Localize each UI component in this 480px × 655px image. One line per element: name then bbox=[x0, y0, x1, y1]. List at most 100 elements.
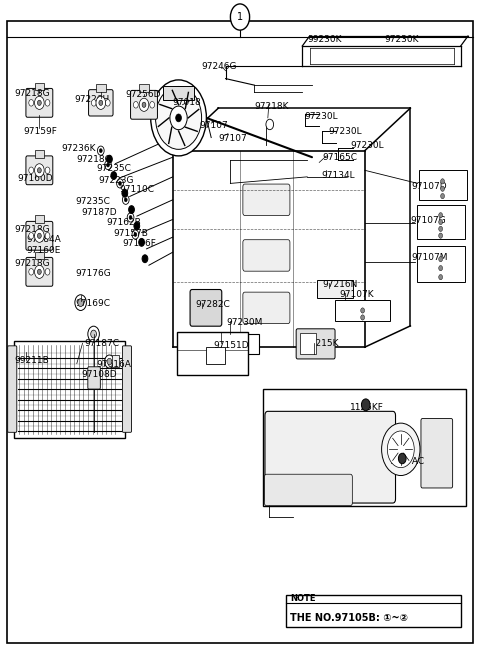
Text: 97107: 97107 bbox=[218, 134, 247, 143]
FancyBboxPatch shape bbox=[419, 170, 467, 200]
FancyBboxPatch shape bbox=[35, 252, 44, 259]
Circle shape bbox=[398, 453, 406, 464]
Circle shape bbox=[37, 168, 41, 173]
FancyBboxPatch shape bbox=[243, 184, 290, 215]
Text: 97218G: 97218G bbox=[14, 225, 50, 234]
Circle shape bbox=[129, 206, 134, 214]
Circle shape bbox=[29, 233, 34, 239]
Circle shape bbox=[99, 100, 103, 105]
Circle shape bbox=[119, 181, 121, 185]
Text: 97187D: 97187D bbox=[82, 208, 117, 217]
Circle shape bbox=[122, 195, 129, 204]
Text: THE NO.97105B: ①~②: THE NO.97105B: ①~② bbox=[290, 612, 408, 623]
Circle shape bbox=[132, 230, 139, 239]
Circle shape bbox=[139, 238, 144, 246]
FancyBboxPatch shape bbox=[139, 84, 149, 92]
FancyBboxPatch shape bbox=[131, 90, 157, 119]
Text: 97151D: 97151D bbox=[214, 341, 249, 350]
Circle shape bbox=[387, 431, 414, 468]
Text: 97165C: 97165C bbox=[323, 153, 358, 162]
Text: 97160D: 97160D bbox=[17, 174, 53, 183]
Text: 97230L: 97230L bbox=[350, 141, 384, 150]
Text: 97223G: 97223G bbox=[98, 176, 134, 185]
Text: 97235C: 97235C bbox=[76, 197, 111, 206]
FancyBboxPatch shape bbox=[317, 280, 353, 298]
Text: 99230K: 99230K bbox=[307, 35, 342, 44]
Circle shape bbox=[29, 167, 34, 174]
Circle shape bbox=[107, 155, 112, 163]
Circle shape bbox=[88, 326, 99, 342]
Circle shape bbox=[106, 100, 110, 106]
FancyBboxPatch shape bbox=[335, 300, 390, 321]
Text: 97218K: 97218K bbox=[254, 102, 289, 111]
Text: 97107: 97107 bbox=[199, 121, 228, 130]
Text: 97230K: 97230K bbox=[384, 35, 419, 44]
Text: 1: 1 bbox=[237, 12, 243, 22]
FancyBboxPatch shape bbox=[35, 150, 44, 158]
Circle shape bbox=[176, 114, 181, 122]
Circle shape bbox=[156, 86, 202, 149]
Circle shape bbox=[45, 269, 50, 275]
FancyBboxPatch shape bbox=[300, 333, 316, 354]
Circle shape bbox=[150, 102, 155, 108]
Circle shape bbox=[75, 295, 86, 310]
Text: 97108D: 97108D bbox=[82, 370, 117, 379]
Circle shape bbox=[35, 164, 44, 177]
Circle shape bbox=[129, 215, 132, 219]
FancyBboxPatch shape bbox=[190, 290, 222, 326]
FancyBboxPatch shape bbox=[96, 84, 106, 92]
Text: 97169C: 97169C bbox=[76, 299, 111, 308]
Text: 97230M: 97230M bbox=[227, 318, 263, 327]
Circle shape bbox=[139, 98, 149, 111]
Text: 97107M: 97107M bbox=[412, 253, 448, 262]
Circle shape bbox=[151, 80, 206, 156]
Circle shape bbox=[439, 213, 443, 218]
Circle shape bbox=[37, 269, 41, 274]
Text: 97107D: 97107D bbox=[412, 181, 447, 191]
Circle shape bbox=[439, 265, 443, 271]
Circle shape bbox=[382, 423, 420, 476]
Text: 97134L: 97134L bbox=[322, 171, 355, 180]
FancyBboxPatch shape bbox=[26, 257, 53, 286]
Text: 97230L: 97230L bbox=[329, 126, 362, 136]
Circle shape bbox=[361, 308, 365, 313]
FancyBboxPatch shape bbox=[26, 156, 53, 185]
Circle shape bbox=[441, 179, 444, 184]
Circle shape bbox=[127, 213, 134, 222]
FancyBboxPatch shape bbox=[264, 474, 352, 506]
Circle shape bbox=[439, 219, 443, 225]
Circle shape bbox=[105, 355, 114, 368]
Circle shape bbox=[45, 167, 50, 174]
Circle shape bbox=[441, 193, 444, 198]
Text: 97246G: 97246G bbox=[202, 62, 237, 71]
Text: 99211B: 99211B bbox=[14, 356, 49, 365]
Circle shape bbox=[37, 100, 41, 105]
Circle shape bbox=[35, 229, 44, 242]
Polygon shape bbox=[182, 334, 259, 354]
Text: 97282C: 97282C bbox=[196, 300, 230, 309]
Text: 97218G: 97218G bbox=[14, 259, 50, 269]
FancyBboxPatch shape bbox=[26, 88, 53, 117]
Circle shape bbox=[361, 399, 370, 411]
Text: 97226H: 97226H bbox=[74, 95, 109, 104]
Text: 97218G: 97218G bbox=[14, 88, 50, 98]
FancyBboxPatch shape bbox=[243, 292, 290, 324]
FancyBboxPatch shape bbox=[265, 411, 396, 503]
FancyBboxPatch shape bbox=[88, 90, 113, 116]
FancyBboxPatch shape bbox=[8, 346, 17, 432]
Circle shape bbox=[111, 172, 117, 179]
Circle shape bbox=[142, 102, 146, 107]
Text: 97162B: 97162B bbox=[107, 218, 141, 227]
Circle shape bbox=[439, 274, 443, 280]
FancyBboxPatch shape bbox=[263, 389, 466, 506]
Text: 97018: 97018 bbox=[173, 98, 202, 107]
Text: 97176G: 97176G bbox=[76, 269, 111, 278]
Circle shape bbox=[29, 269, 34, 275]
Circle shape bbox=[91, 330, 96, 338]
FancyBboxPatch shape bbox=[286, 595, 461, 627]
FancyBboxPatch shape bbox=[7, 21, 473, 643]
Circle shape bbox=[117, 179, 123, 188]
Text: 97256D: 97256D bbox=[126, 90, 161, 100]
FancyBboxPatch shape bbox=[417, 246, 465, 282]
FancyBboxPatch shape bbox=[112, 355, 119, 367]
